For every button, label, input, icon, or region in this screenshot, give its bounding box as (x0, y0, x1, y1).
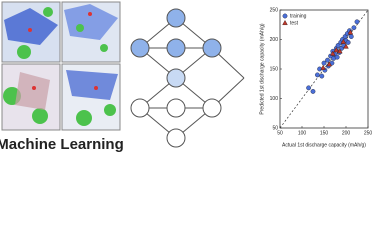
x-tick-label: 250 (364, 130, 373, 136)
y-axis-title: Predicted 1st discharge capacity (mAh/g) (259, 23, 265, 114)
point (330, 50, 336, 56)
neural-network (130, 8, 245, 148)
y-tick-label: 200 (270, 37, 279, 43)
point (340, 38, 347, 44)
x-axis-title: Actual 1st discharge capacity (mAh/g) (282, 142, 366, 148)
x-tick-label: 100 (298, 130, 307, 136)
point (348, 34, 354, 39)
point (351, 25, 357, 31)
x-tick-label: 200 (342, 130, 351, 136)
crystal-panels (1, 1, 121, 131)
point (333, 47, 340, 53)
point (354, 19, 360, 25)
caption: Machine Learning (0, 136, 124, 153)
y-tick-label: 250 (270, 7, 279, 13)
point (321, 60, 327, 66)
y-tick-label: 50 (272, 125, 278, 131)
legend-marker (282, 13, 288, 19)
point (320, 64, 326, 70)
point (319, 73, 325, 79)
x-tick-label: 50 (277, 130, 283, 136)
legend-label: training (290, 13, 307, 19)
x-tick-label: 150 (320, 130, 329, 136)
point (326, 61, 333, 67)
graphical-abstract: Machine Learning Actual 1st discharge ca… (0, 1, 373, 153)
point (335, 43, 341, 48)
point (345, 40, 351, 45)
point (334, 54, 340, 60)
legend-marker (282, 19, 288, 25)
point (347, 29, 354, 35)
legend-label: test (290, 20, 299, 26)
point (306, 85, 311, 91)
point (337, 48, 343, 54)
y-tick-label: 100 (270, 96, 279, 102)
point (343, 43, 349, 49)
point (314, 72, 320, 78)
point (325, 57, 330, 63)
y-tick-label: 150 (270, 66, 279, 72)
point (310, 89, 316, 94)
